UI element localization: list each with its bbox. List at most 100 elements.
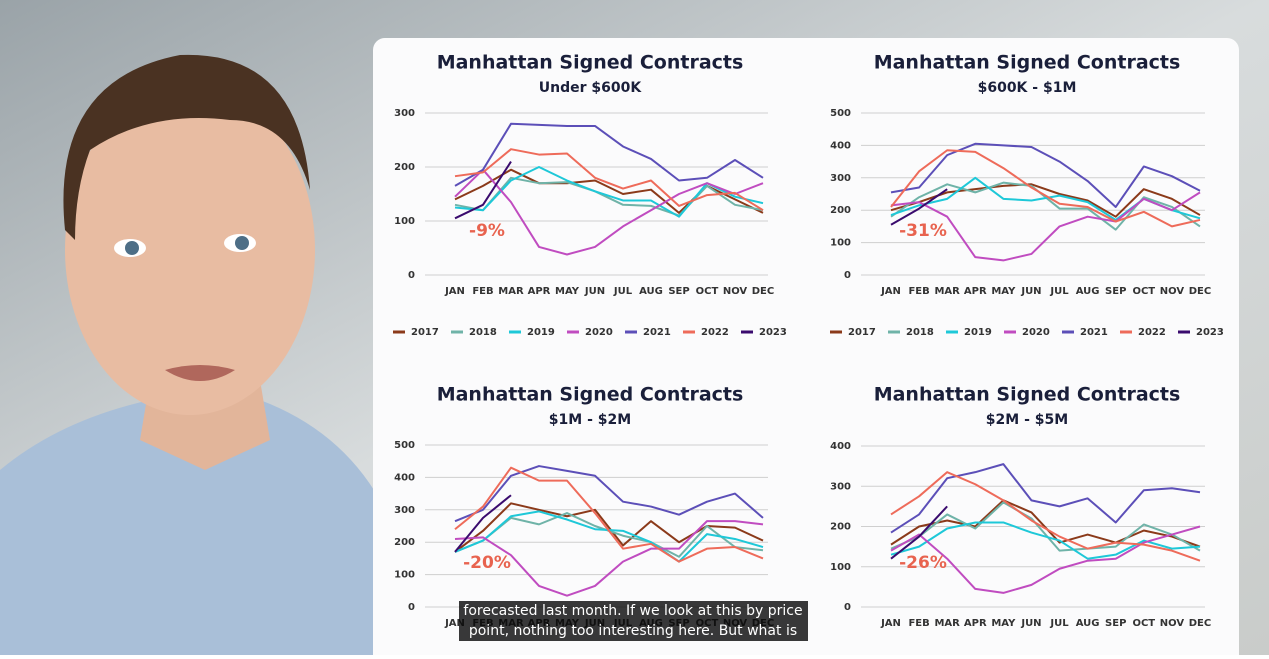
x-tick-label: SEP bbox=[1105, 618, 1126, 629]
slide-panel bbox=[373, 38, 1239, 659]
y-tick-label: 0 bbox=[408, 270, 415, 281]
x-tick-label: MAY bbox=[991, 618, 1016, 629]
series-line bbox=[454, 494, 512, 553]
series-line bbox=[454, 122, 764, 187]
series-line bbox=[454, 168, 764, 256]
legend-label: 2018 bbox=[906, 327, 934, 338]
legend-label: 2021 bbox=[1080, 327, 1108, 338]
x-tick-label: OCT bbox=[1132, 618, 1155, 629]
x-tick-label: JUL bbox=[613, 286, 633, 297]
x-tick-label: FEB bbox=[908, 286, 929, 297]
x-tick-label: APR bbox=[964, 286, 987, 297]
x-tick-label: FEB bbox=[908, 618, 929, 629]
series-line bbox=[890, 505, 948, 560]
chart-title: Manhattan Signed Contracts bbox=[437, 52, 744, 74]
x-tick-label: APR bbox=[964, 618, 987, 629]
series-line bbox=[890, 525, 1201, 594]
x-tick-label: AUG bbox=[639, 286, 663, 297]
chart: Manhattan Signed Contracts $2M - $5M 0 100 2… bbox=[830, 384, 1211, 630]
legend-label: 2019 bbox=[964, 327, 992, 338]
x-tick-label: NOV bbox=[1160, 618, 1185, 629]
x-tick-label: MAR bbox=[934, 286, 960, 297]
x-tick-label: AUG bbox=[1076, 286, 1100, 297]
x-tick-label: MAY bbox=[991, 286, 1016, 297]
x-tick-label: SEP bbox=[668, 286, 689, 297]
series-line bbox=[454, 148, 764, 212]
legend-label: 2020 bbox=[585, 327, 613, 338]
charts: Manhattan Signed Contracts Under $600K 0 10… bbox=[393, 52, 1224, 630]
x-tick-label: NOV bbox=[723, 286, 748, 297]
presenter bbox=[0, 54, 380, 655]
legend-label: 2022 bbox=[701, 327, 729, 338]
chart-title: Manhattan Signed Contracts bbox=[874, 52, 1181, 74]
chart-subtitle: Under $600K bbox=[539, 80, 643, 96]
caption-line: forecasted last month. If we look at thi… bbox=[463, 603, 802, 619]
legend-label: 2023 bbox=[759, 327, 787, 338]
x-tick-label: JAN bbox=[444, 618, 465, 629]
y-tick-label: 300 bbox=[830, 481, 851, 492]
x-tick-label: OCT bbox=[1132, 286, 1155, 297]
caption-background bbox=[459, 621, 808, 641]
x-tick-label: APR bbox=[528, 286, 551, 297]
x-tick-label: JAN bbox=[880, 618, 901, 629]
series-line bbox=[454, 465, 764, 523]
series-line bbox=[890, 188, 948, 226]
x-tick-label: JUL bbox=[1049, 618, 1069, 629]
y-tick-label: 200 bbox=[394, 162, 415, 173]
chart-subtitle: $1M - $2M bbox=[549, 412, 631, 428]
x-tick-label: DEC bbox=[752, 286, 774, 297]
legend-label: 2017 bbox=[411, 327, 439, 338]
x-tick-label: OCT bbox=[696, 286, 719, 297]
series-line bbox=[890, 149, 1201, 228]
y-tick-label: 500 bbox=[394, 440, 415, 451]
legend-label: 2020 bbox=[1022, 327, 1050, 338]
y-tick-label: 100 bbox=[394, 216, 415, 227]
series-line bbox=[454, 502, 764, 553]
legend-label: 2019 bbox=[527, 327, 555, 338]
y-tick-label: 400 bbox=[830, 441, 851, 452]
x-tick-label: JUN bbox=[1020, 286, 1041, 297]
caption-background bbox=[459, 601, 808, 621]
x-tick-label: JAN bbox=[880, 286, 901, 297]
series-line bbox=[890, 463, 1201, 534]
chart: Manhattan Signed Contracts Under $600K 0 10… bbox=[393, 52, 787, 338]
y-tick-label: 0 bbox=[844, 602, 851, 613]
chart-title: Manhattan Signed Contracts bbox=[874, 384, 1181, 406]
series-line bbox=[890, 501, 1201, 552]
chart-subtitle: $600K - $1M bbox=[978, 80, 1077, 96]
y-tick-label: 200 bbox=[830, 522, 851, 533]
caption-line: point, nothing too interesting here. But… bbox=[469, 623, 797, 639]
chart: Manhattan Signed Contracts $600K - $1M 0 10… bbox=[830, 52, 1224, 338]
y-tick-label: 300 bbox=[830, 173, 851, 184]
legend-label: 2021 bbox=[643, 327, 671, 338]
x-tick-label: SEP bbox=[1105, 286, 1126, 297]
x-tick-label: FEB bbox=[472, 286, 493, 297]
y-tick-label: 100 bbox=[394, 570, 415, 581]
y-tick-label: 300 bbox=[394, 108, 415, 119]
x-tick-label: DEC bbox=[1189, 618, 1211, 629]
x-tick-label: AUG bbox=[1076, 618, 1100, 629]
chart-title: Manhattan Signed Contracts bbox=[437, 384, 744, 406]
x-tick-label: MAY bbox=[555, 286, 580, 297]
y-tick-label: 400 bbox=[830, 140, 851, 151]
annotation: -26% bbox=[899, 553, 947, 573]
y-tick-label: 0 bbox=[408, 602, 415, 613]
annotation: -9% bbox=[469, 221, 505, 241]
x-tick-label: JUN bbox=[584, 286, 605, 297]
y-tick-label: 200 bbox=[830, 205, 851, 216]
x-tick-label: NOV bbox=[1160, 286, 1185, 297]
annotation: -31% bbox=[899, 221, 947, 241]
caption: forecasted last month. If we look at thi… bbox=[459, 601, 808, 641]
x-tick-label: MAR bbox=[934, 618, 960, 629]
y-tick-label: 100 bbox=[830, 238, 851, 249]
legend-label: 2023 bbox=[1196, 327, 1224, 338]
x-tick-label: MAR bbox=[498, 286, 524, 297]
series-line bbox=[890, 471, 1201, 562]
legend-label: 2017 bbox=[848, 327, 876, 338]
y-tick-label: 300 bbox=[394, 505, 415, 516]
series-line bbox=[454, 176, 764, 217]
legend-label: 2018 bbox=[469, 327, 497, 338]
x-tick-label: JAN bbox=[444, 286, 465, 297]
y-tick-label: 0 bbox=[844, 270, 851, 281]
